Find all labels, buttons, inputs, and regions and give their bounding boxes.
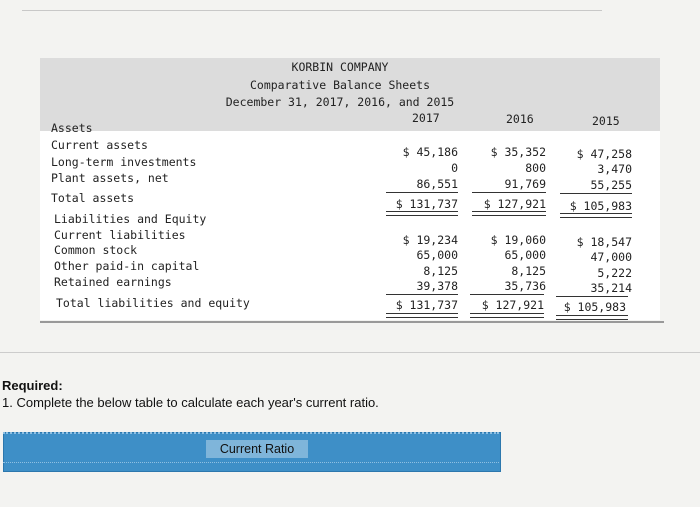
subtotal-rule: [472, 192, 546, 193]
row-label: Other paid-in capital: [54, 259, 200, 273]
statement-title: Comparative Balance Sheets: [249, 78, 430, 92]
required-heading: Required:: [2, 378, 63, 393]
cell-2017: $ 131,737: [395, 298, 458, 312]
cell-2016: $ 35,352: [490, 145, 546, 159]
cell-2017: 39,378: [416, 279, 458, 293]
subtotal-rule: [556, 296, 628, 297]
cell-2017: 0: [451, 161, 458, 175]
cell-2016: 65,000: [504, 248, 546, 262]
total-rule: [556, 315, 628, 320]
current-ratio-table: [3, 432, 501, 472]
row-label: Current assets: [51, 138, 148, 152]
total-rule: [560, 213, 632, 218]
row-label: Total liabilities and equity: [56, 296, 250, 310]
table-bottom-border: [3, 462, 499, 471]
cell-2015: $ 105,983: [569, 199, 632, 213]
cell-2017: $ 45,186: [402, 145, 458, 159]
year-2015-header: 2015: [592, 114, 620, 128]
cell-2016: 35,736: [504, 279, 546, 293]
cell-2015: $ 47,258: [576, 147, 632, 161]
year-2017-header: 2017: [412, 111, 440, 125]
cell-2016: $ 19,060: [490, 233, 546, 247]
cell-2017: $ 19,234: [402, 233, 458, 247]
subtotal-rule: [386, 294, 458, 295]
cell-2015: 35,214: [590, 281, 632, 295]
cell-2017: 86,551: [416, 177, 458, 191]
required-section: Required: 1. Complete the below table to…: [2, 378, 379, 410]
statement-date: December 31, 2017, 2016, and 2015: [225, 95, 455, 109]
cell-2015: $ 105,983: [563, 300, 626, 314]
row-label: Common stock: [54, 243, 138, 257]
total-rule: [386, 211, 458, 216]
subtotal-rule: [470, 294, 544, 295]
subtotal-rule: [560, 193, 632, 194]
required-item-1: 1. Complete the below table to calculate…: [2, 395, 379, 410]
company-name: KORBIN COMPANY: [291, 60, 389, 74]
cell-2017: 8,125: [423, 264, 458, 278]
section-divider: [0, 352, 700, 353]
year-2016-header: 2016: [506, 112, 534, 126]
total-rule: [472, 211, 546, 216]
row-label: Current liabilities: [54, 228, 186, 242]
cell-2015: 5,222: [597, 266, 632, 280]
table-top-border: [3, 432, 499, 444]
cell-2016: 800: [525, 161, 546, 175]
current-ratio-header: Current Ratio: [206, 440, 308, 458]
cell-2015: 3,470: [597, 162, 632, 176]
sheet-bottom-divider: [40, 321, 664, 323]
cell-2015: 47,000: [590, 250, 632, 264]
row-label: Retained earnings: [54, 275, 172, 289]
row-label: Plant assets, net: [51, 171, 169, 185]
total-rule: [386, 313, 458, 318]
row-label: Assets: [51, 121, 93, 135]
cell-2015: 55,255: [590, 178, 632, 192]
row-label: Liabilities and Equity: [54, 212, 207, 226]
cell-2017: $ 131,737: [395, 197, 458, 211]
cell-2017: 65,000: [416, 248, 458, 262]
cell-2015: $ 18,547: [576, 235, 632, 249]
row-label: Total assets: [51, 191, 135, 205]
row-label: Long-term investments: [51, 155, 197, 169]
subtotal-rule: [386, 192, 458, 193]
top-divider: [22, 10, 602, 11]
cell-2016: 8,125: [511, 264, 546, 278]
cell-2016: $ 127,921: [483, 197, 546, 211]
balance-sheet-header: [40, 58, 660, 131]
cell-2016: 91,769: [504, 177, 546, 191]
total-rule: [470, 313, 544, 318]
cell-2016: $ 127,921: [481, 298, 544, 312]
